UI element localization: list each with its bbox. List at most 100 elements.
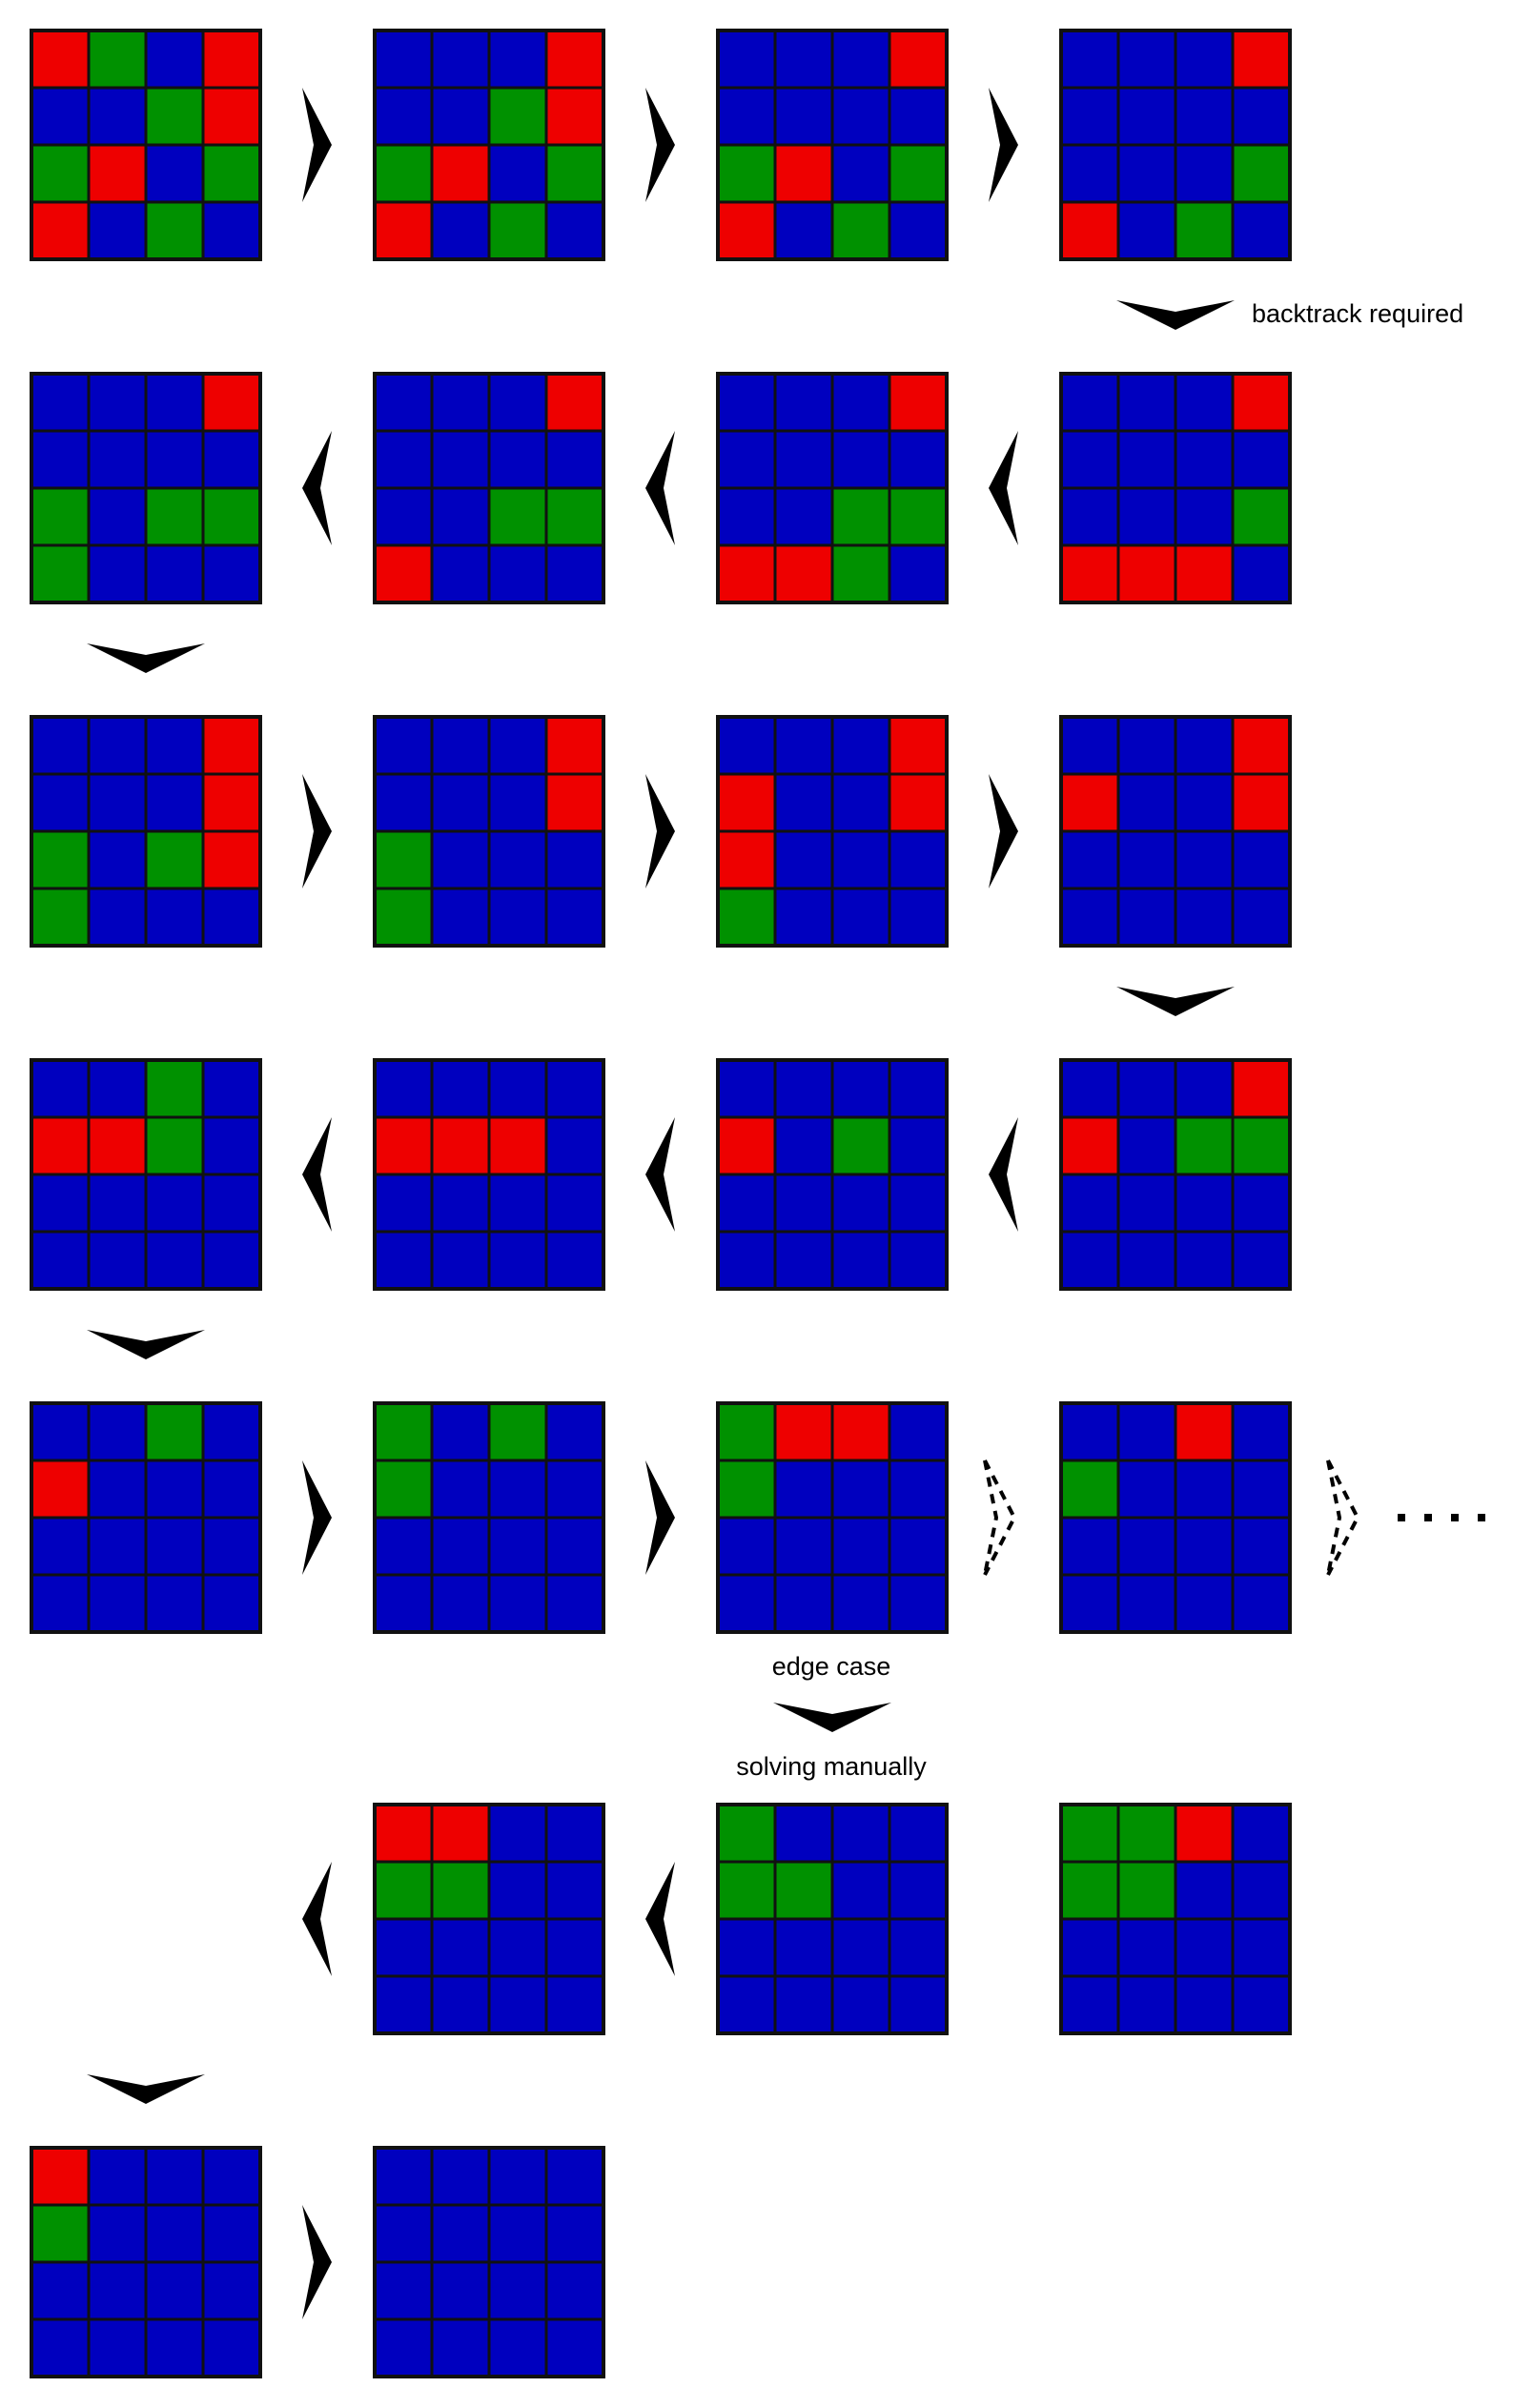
tile-1-3 [489, 31, 546, 88]
tile-4-1 [375, 1976, 432, 2033]
tile-1-4 [1233, 31, 1290, 88]
tile-2-4 [203, 431, 260, 488]
tile-2-1 [1061, 431, 1118, 488]
tile-3-1 [31, 1174, 89, 1232]
tile-3-1 [1061, 145, 1118, 202]
tile-4-3 [489, 888, 546, 946]
arrow-right-r1-3 [989, 88, 1018, 202]
tile-1-3 [1175, 31, 1233, 88]
tile-2-3 [832, 1862, 889, 1919]
tile-4-2 [432, 202, 489, 259]
tile-2-1 [718, 1862, 775, 1919]
tile-1-3 [489, 374, 546, 431]
tile-1-2 [432, 1060, 489, 1117]
tile-1-4 [1233, 1403, 1290, 1460]
tile-4-3 [832, 888, 889, 946]
tile-2-4 [546, 88, 603, 145]
tile-2-2 [89, 1117, 146, 1174]
tile-3-4 [546, 1174, 603, 1232]
tile-4-3 [832, 1232, 889, 1289]
tile-4-3 [489, 1575, 546, 1632]
tile-1-2 [432, 2148, 489, 2205]
tile-1-2 [775, 1805, 832, 1862]
tile-4-1 [31, 202, 89, 259]
tile-1-2 [1118, 1805, 1175, 1862]
tile-3-3 [1175, 1919, 1233, 1976]
tile-3-3 [832, 1518, 889, 1575]
tile-4-4 [203, 202, 260, 259]
tile-3-2 [432, 1518, 489, 1575]
tile-3-4 [203, 2262, 260, 2319]
tile-3-3 [832, 1174, 889, 1232]
arrow-down-4 [87, 1330, 205, 1359]
grid-r1-3 [718, 31, 947, 259]
tile-1-4 [203, 31, 260, 88]
tile-2-2 [432, 1862, 489, 1919]
tile-2-2 [89, 88, 146, 145]
tile-1-1 [1061, 31, 1118, 88]
tile-3-3 [1175, 488, 1233, 545]
tile-1-2 [775, 31, 832, 88]
tile-2-2 [89, 774, 146, 831]
tile-3-1 [31, 145, 89, 202]
tile-1-1 [375, 1060, 432, 1117]
arrow-left-r2-1 [302, 431, 332, 545]
grid-r6-3 [375, 1805, 603, 2033]
tile-3-4 [546, 2262, 603, 2319]
tile-2-1 [1061, 1862, 1118, 1919]
tile-4-2 [775, 888, 832, 946]
tile-2-2 [1118, 1862, 1175, 1919]
tile-2-4 [203, 1117, 260, 1174]
tile-4-3 [1175, 1976, 1233, 2033]
tile-4-1 [31, 888, 89, 946]
arrow-right-r1-1 [302, 88, 332, 202]
tile-1-4 [1233, 717, 1290, 774]
arrow-right-r5-2 [645, 1460, 675, 1575]
tile-3-2 [89, 488, 146, 545]
tile-3-3 [832, 145, 889, 202]
tile-2-3 [489, 431, 546, 488]
tile-2-2 [775, 1862, 832, 1919]
tile-4-1 [1061, 1232, 1118, 1289]
tile-2-1 [1061, 1117, 1118, 1174]
tile-3-2 [432, 831, 489, 888]
tile-3-4 [1233, 1919, 1290, 1976]
tile-2-4 [889, 774, 947, 831]
tile-1-3 [1175, 717, 1233, 774]
tile-3-4 [546, 1518, 603, 1575]
tile-3-3 [832, 488, 889, 545]
tile-3-1 [375, 831, 432, 888]
tile-2-2 [775, 88, 832, 145]
tile-1-4 [1233, 1060, 1290, 1117]
tile-3-4 [203, 488, 260, 545]
tile-2-3 [1175, 1862, 1233, 1919]
grid-r3-3 [718, 717, 947, 946]
tile-3-4 [546, 1919, 603, 1976]
tile-3-4 [203, 831, 260, 888]
tile-3-4 [889, 1919, 947, 1976]
tile-2-4 [546, 1117, 603, 1174]
tile-2-1 [718, 1117, 775, 1174]
tile-4-1 [375, 545, 432, 602]
tile-3-1 [375, 145, 432, 202]
tile-3-4 [1233, 1174, 1290, 1232]
tile-2-3 [489, 774, 546, 831]
grid-r2-2 [718, 374, 947, 602]
tile-3-1 [31, 2262, 89, 2319]
grid-r4-4 [31, 1060, 260, 1289]
tile-4-4 [546, 545, 603, 602]
tile-3-2 [432, 1174, 489, 1232]
grid-r1-4 [1061, 31, 1290, 259]
grid-r5-4 [1061, 1403, 1290, 1632]
tile-1-1 [31, 717, 89, 774]
tile-1-3 [146, 2148, 203, 2205]
grid-r6-1 [1061, 1805, 1290, 2033]
tile-2-3 [1175, 431, 1233, 488]
tile-1-1 [31, 1403, 89, 1460]
tile-1-3 [146, 31, 203, 88]
tile-1-1 [718, 31, 775, 88]
tile-1-3 [832, 374, 889, 431]
tile-3-4 [889, 1174, 947, 1232]
tile-4-4 [1233, 545, 1290, 602]
tile-1-3 [146, 374, 203, 431]
